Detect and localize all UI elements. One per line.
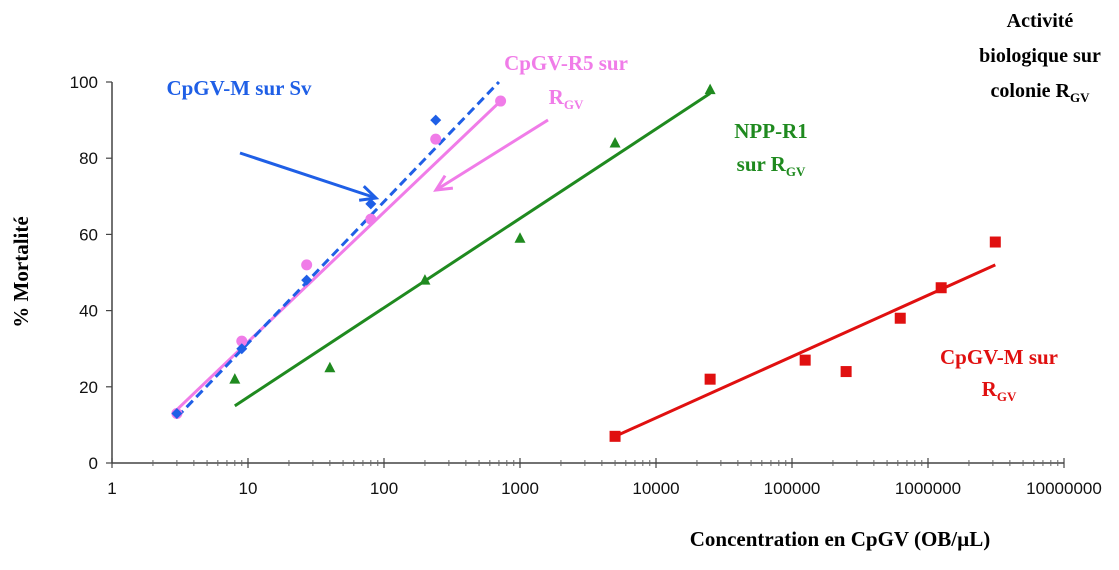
label-npp-r1-sur-r: sur R [737, 152, 787, 176]
x-axis-title: Concentration en CpGV (OB/µL) [690, 527, 990, 551]
chart-title-line-3: colonie RGV [991, 80, 1091, 105]
fit-line-circle [175, 99, 502, 411]
data-point-circle [365, 213, 377, 225]
label-cpgv-m-rgv-line-2: RGV [982, 377, 1017, 404]
data-point-square [799, 354, 811, 366]
data-point-square [989, 236, 1001, 248]
fit-line-triangle [233, 92, 711, 408]
data-point-triangle [229, 373, 241, 384]
data-point-triangle [514, 232, 526, 243]
label-cpgv-m-sv: CpGV-M sur Sv [166, 76, 312, 100]
y-tick-label: 100 [70, 73, 98, 92]
data-point-diamond [171, 407, 183, 419]
data-point-diamond [430, 114, 442, 126]
data-point-circle [495, 95, 507, 107]
y-tick-label: 20 [79, 378, 98, 397]
label-npp-r1: NPP-R1 sur RGV [734, 119, 807, 179]
data-point-diamond [301, 274, 313, 286]
data-point-circle [430, 133, 442, 145]
data-point-triangle [324, 361, 336, 373]
fit-line-diamond [175, 80, 501, 419]
x-tick-label: 100000 [764, 479, 821, 498]
x-tick-label: 10000000 [1026, 479, 1102, 498]
data-point-square [935, 282, 947, 294]
y-tick-label: 40 [79, 302, 98, 321]
label-cpgv-m-rgv-r: R [982, 377, 998, 401]
data-point-square [840, 366, 852, 378]
label-cpgv-m-rgv-sub: GV [997, 389, 1017, 404]
chart-title: Activité biologique sur colonie RGV [979, 10, 1101, 105]
label-cpgv-m-rgv: CpGV-M sur RGV [940, 345, 1058, 404]
chart-title-line-2: biologique sur [979, 45, 1101, 67]
label-cpgv-r5-line-2: RGV [549, 85, 584, 112]
x-tick-label: 1000000 [895, 479, 961, 498]
arrow-cpgv-m-sv [239, 151, 380, 202]
y-tick-label: 60 [79, 225, 98, 244]
x-tick-label: 10000 [632, 479, 679, 498]
arrows [239, 118, 549, 202]
data-point-triangle [704, 83, 716, 95]
x-tick-label: 1 [107, 479, 116, 498]
x-tick-label: 100 [370, 479, 398, 498]
ticks: 1 10 100 1000 10000 100000 1000000 10000000 0 20 4… [70, 73, 1102, 498]
chart-title-line-3-main: colonie R [991, 80, 1071, 102]
fit-line-square [614, 263, 996, 438]
chart-title-line-1: Activité [1007, 10, 1074, 32]
fit-lines [175, 80, 996, 438]
chart-title-subscript: GV [1070, 90, 1090, 105]
arrow-cpgv-r5 [433, 118, 549, 192]
data-point-square [609, 430, 621, 442]
data-point-diamond [365, 198, 377, 210]
label-cpgv-r5: CpGV-R5 sur RGV [504, 51, 628, 112]
data-point-circle [301, 259, 313, 271]
data-point-square [704, 373, 716, 385]
axes [111, 82, 1064, 464]
data-point-diamond [236, 343, 248, 355]
label-npp-r1-sub: GV [786, 164, 806, 179]
label-npp-r1-line-1: NPP-R1 [734, 119, 807, 143]
data-point-triangle [609, 136, 621, 148]
label-cpgv-r5-sub: GV [564, 97, 584, 112]
label-cpgv-r5-line-1: CpGV-R5 sur [504, 51, 628, 75]
x-tick-label: 10 [239, 479, 258, 498]
data-point-triangle [419, 274, 431, 285]
data-point-square [894, 312, 906, 324]
label-cpgv-r5-r: R [549, 85, 565, 109]
data-points [171, 83, 1001, 442]
data-point-circle [236, 335, 248, 347]
label-npp-r1-line-2: sur RGV [737, 152, 806, 179]
label-cpgv-m-rgv-line-1: CpGV-M sur [940, 345, 1058, 369]
y-tick-label: 0 [89, 454, 98, 473]
y-axis-title: % Mortalité [9, 216, 33, 327]
x-tick-label: 1000 [501, 479, 539, 498]
y-tick-label: 80 [79, 149, 98, 168]
